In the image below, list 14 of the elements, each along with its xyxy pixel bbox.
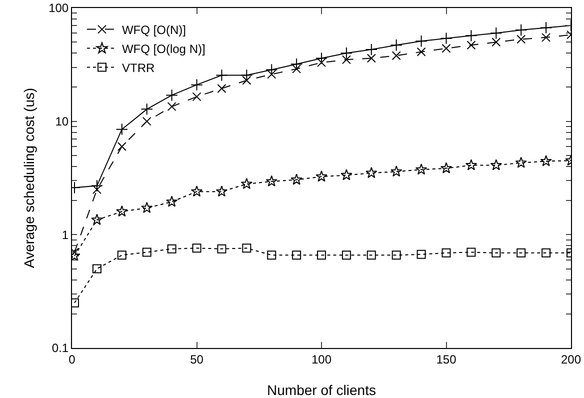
x-tick-label: 100 xyxy=(311,352,332,366)
y-tick-label: 0.1 xyxy=(52,341,69,356)
x-tick-label: 200 xyxy=(560,352,582,366)
legend-label: VTRR xyxy=(122,60,155,75)
y-tick-label: 1 xyxy=(62,228,69,242)
legend-label: WFQ [O(log N)] xyxy=(122,42,206,56)
x-axis-title: Number of clients xyxy=(267,382,376,398)
x-tick-label: 50 xyxy=(190,352,204,366)
x-tick-label: 150 xyxy=(436,352,457,366)
x-tick-label: 0 xyxy=(68,352,76,366)
legend-label: WFQ [O(N)] xyxy=(122,22,186,37)
y-tick-label: 100 xyxy=(48,1,69,16)
y-tick-label: 10 xyxy=(55,114,69,129)
y-axis-title: Average scheduling cost (us) xyxy=(21,88,37,268)
